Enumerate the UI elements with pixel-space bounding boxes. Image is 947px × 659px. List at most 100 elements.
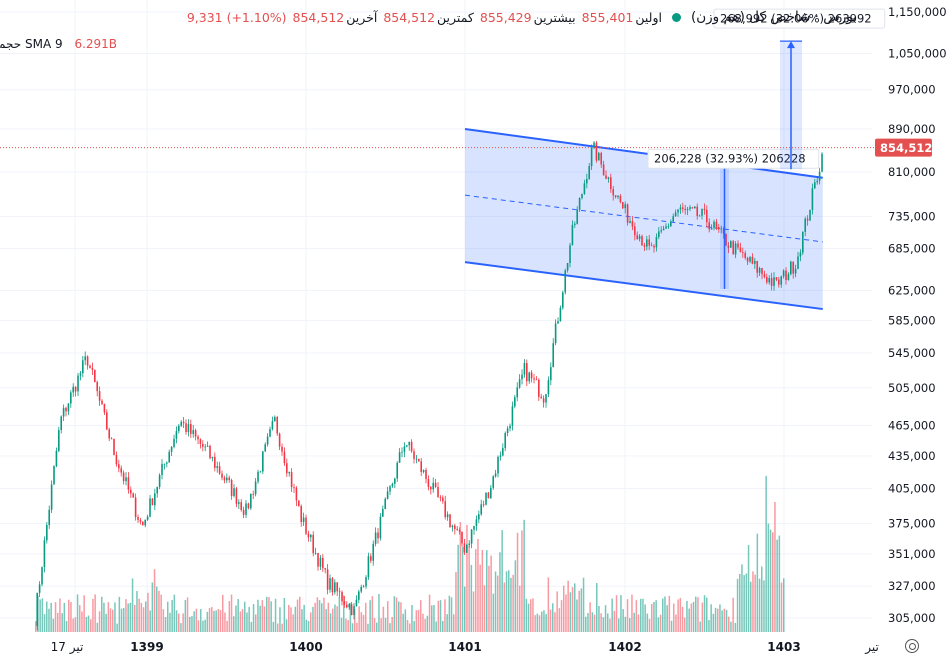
volume-bar <box>204 619 206 632</box>
volume-bar <box>486 550 488 632</box>
symbol-legend: بورس · شاخص کل (هم وزن) اولین 855,401 بی… <box>181 9 857 25</box>
candle-body <box>655 236 658 248</box>
volume-bar <box>398 601 400 632</box>
volume-sma-label[interactable]: حجم SMA 9 <box>0 37 63 51</box>
volume-bar <box>310 612 312 632</box>
candle-body <box>595 142 598 161</box>
volume-bar <box>739 573 741 632</box>
volume-bar <box>413 621 415 632</box>
candle-body <box>751 256 754 264</box>
volume-bar <box>701 602 704 632</box>
candle-body <box>790 261 792 275</box>
candle-body <box>298 500 300 507</box>
candle-body <box>401 451 403 453</box>
volume-bar <box>615 595 618 632</box>
volume-bar <box>307 620 310 632</box>
candle-body <box>442 497 444 502</box>
time-axis[interactable]: 17 تیر 1399 1400 1401 1402 1403 تیر <box>51 640 879 655</box>
candle-body <box>211 456 214 459</box>
volume-bar <box>81 611 83 632</box>
candle-body <box>480 504 483 515</box>
volume-bar <box>719 604 721 632</box>
candle-body <box>792 261 795 274</box>
volume-bar <box>41 598 44 632</box>
volume-bar <box>640 598 642 632</box>
volume-bar <box>195 608 198 632</box>
candle-body <box>425 469 427 480</box>
candle-body <box>578 197 581 210</box>
candle-body <box>300 506 303 523</box>
candle-body <box>314 552 317 554</box>
candle-body <box>497 456 499 474</box>
volume-bar <box>305 619 308 632</box>
volume-bar <box>226 620 228 632</box>
candle-body <box>648 239 651 246</box>
volume-bar <box>483 585 486 632</box>
candle-body <box>523 363 526 375</box>
candle-body <box>722 228 725 234</box>
price-tick-label: 890,000 <box>888 122 936 136</box>
volume-bar <box>167 601 169 632</box>
volume-bar <box>424 618 426 632</box>
volume-bar <box>186 597 189 632</box>
time-tick-label: 1403 <box>767 640 800 654</box>
symbol-title[interactable]: بورس · شاخص کل (هم وزن) <box>690 9 857 25</box>
price-range-measures[interactable]: 206,228 (32.93%) 206228 263,992 (32.06%) … <box>0 8 886 289</box>
volume-bar <box>461 546 464 632</box>
candle-body <box>727 245 730 248</box>
volume-bar <box>237 599 239 632</box>
volume-bar <box>369 600 371 632</box>
candle-body <box>622 202 624 209</box>
candle-body <box>773 277 775 286</box>
candle-body <box>737 243 739 248</box>
candle-body <box>192 430 195 434</box>
volume-bar <box>721 610 723 632</box>
volume-bar <box>197 620 200 632</box>
volume-bar <box>589 602 591 632</box>
volume-bar <box>521 530 523 632</box>
volume-bar <box>325 609 327 632</box>
volume-bar <box>439 600 442 632</box>
candle-body <box>458 530 461 532</box>
candle-body <box>79 373 82 376</box>
volume-bar <box>384 617 387 632</box>
candle-body <box>456 529 459 531</box>
candle-body <box>574 223 576 225</box>
volume-bar <box>717 608 719 632</box>
candle-body <box>739 247 742 253</box>
price-axis[interactable]: 1,150,000 1,050,000 970,000 890,000 810,000 7… <box>875 5 947 625</box>
volume-bar <box>360 612 363 632</box>
candle-body <box>408 441 411 446</box>
candle-body <box>110 438 113 440</box>
volume-bar <box>200 609 202 632</box>
volume-bar <box>164 617 167 632</box>
candle-body <box>130 489 132 494</box>
volume-bar <box>523 519 525 632</box>
candle-body <box>389 486 391 492</box>
volume-bar <box>725 609 728 632</box>
candle-body <box>386 491 389 499</box>
volume-bar <box>481 549 484 632</box>
volume-legend: حجم SMA 9 6.291B <box>0 37 117 51</box>
candle-body <box>782 270 785 277</box>
candle-body <box>785 270 787 280</box>
volume-bar <box>587 613 589 632</box>
candle-body <box>451 525 454 527</box>
volume-bar <box>409 623 411 632</box>
volume-bar <box>39 599 41 632</box>
regression-channel[interactable] <box>464 128 823 311</box>
chart-settings-icon[interactable] <box>905 639 919 653</box>
volume-bar <box>431 605 433 632</box>
volume-bar <box>123 607 125 632</box>
measure-label: 206,228 (32.93%) 206228 <box>654 152 806 166</box>
volume-bar <box>580 588 583 632</box>
candle-body <box>811 188 814 210</box>
volume-bar <box>263 606 266 632</box>
price-tick-label: 585,000 <box>888 314 936 328</box>
volume-bar <box>543 610 545 632</box>
candle-body <box>41 567 43 585</box>
price-tick-label: 970,000 <box>888 83 936 97</box>
candle-body <box>370 556 372 561</box>
volume-bar <box>664 596 666 632</box>
